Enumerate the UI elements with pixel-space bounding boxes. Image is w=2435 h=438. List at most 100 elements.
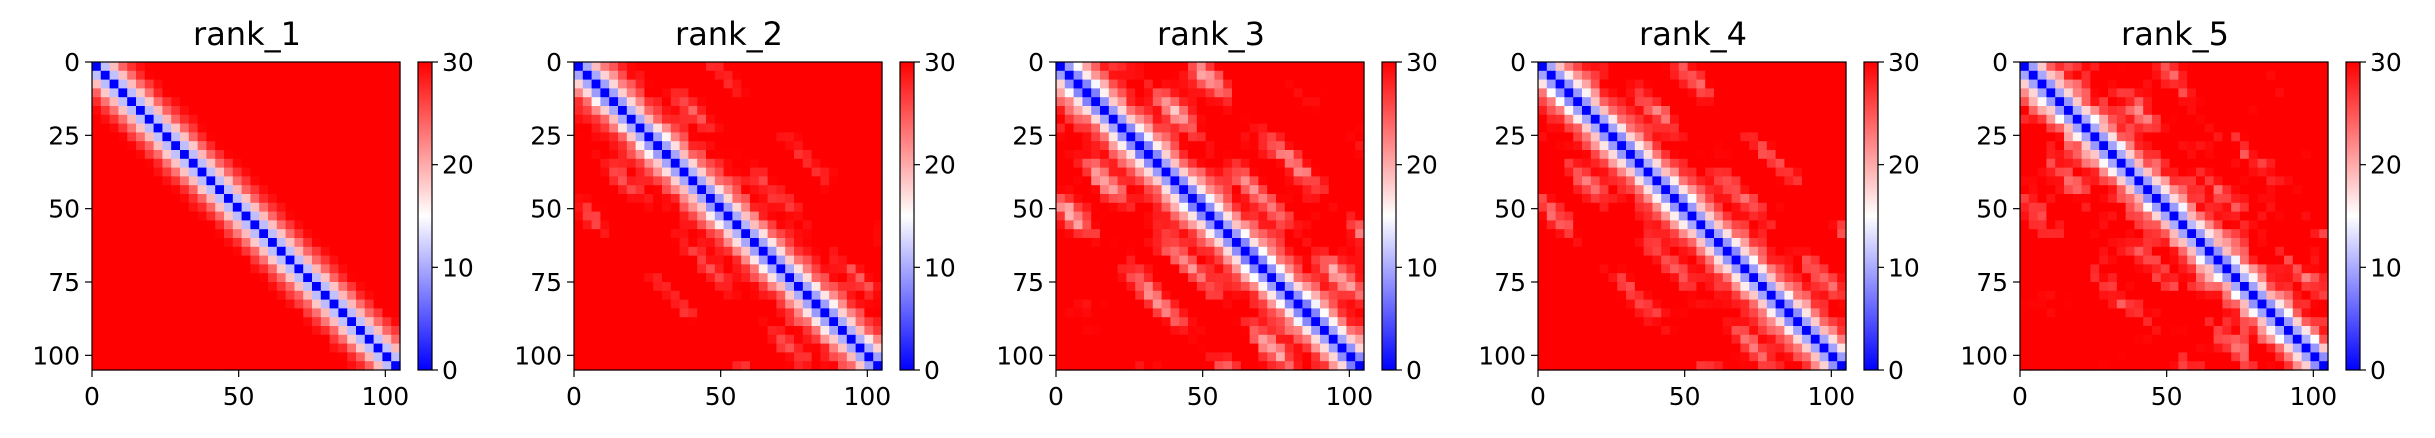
heatmap-cell <box>618 114 628 125</box>
heatmap-cell <box>1073 202 1083 213</box>
heatmap-cell <box>1126 176 1136 186</box>
heatmap-cell <box>794 202 804 213</box>
heatmap-cell <box>1555 352 1565 362</box>
heatmap-cell <box>864 194 874 204</box>
heatmap-cell <box>153 308 163 318</box>
heatmap-cell <box>303 326 313 336</box>
heatmap-cell <box>1232 282 1242 292</box>
heatmap-cell <box>1337 97 1347 107</box>
heatmap-cell <box>697 202 707 213</box>
heatmap-cell <box>1346 326 1356 336</box>
heatmap-cell <box>1678 106 1689 116</box>
heatmap-cell <box>1152 88 1163 98</box>
heatmap-cell <box>635 141 645 151</box>
heatmap-cell <box>626 106 637 116</box>
heatmap-cell <box>1232 141 1242 151</box>
heatmap-cell <box>662 62 672 72</box>
heatmap-cell <box>1196 238 1207 248</box>
heatmap-cell <box>232 352 243 362</box>
heatmap-cell <box>574 141 584 151</box>
heatmap-cell <box>1320 290 1330 301</box>
heatmap-cell <box>127 167 137 177</box>
heatmap-cell <box>1073 211 1083 221</box>
heatmap-cell <box>855 326 865 336</box>
heatmap-cell <box>347 70 357 81</box>
heatmap-cell <box>1302 308 1312 318</box>
heatmap-cell <box>1302 194 1312 204</box>
heatmap-cell <box>241 202 251 213</box>
heatmap-cell <box>118 238 128 248</box>
heatmap-cell <box>1793 220 1803 230</box>
heatmap-cell <box>118 106 128 116</box>
heatmap-cell <box>382 176 392 186</box>
heatmap-cell <box>1073 114 1083 125</box>
heatmap-cell <box>232 220 243 230</box>
heatmap-cell <box>1346 282 1356 292</box>
heatmap-cell <box>1678 185 1689 195</box>
plot-frame <box>573 61 883 371</box>
heatmap-cell <box>1828 361 1838 371</box>
heatmap-cell <box>1626 308 1636 318</box>
heatmap-cell <box>873 326 883 336</box>
heatmap-cell <box>846 158 857 169</box>
heatmap-cell <box>1161 343 1171 353</box>
heatmap-cell <box>838 317 848 327</box>
heatmap-cell <box>1819 176 1829 186</box>
heatmap-cell <box>829 299 839 309</box>
heatmap-cell <box>259 194 269 204</box>
heatmap-cell <box>1687 150 1697 160</box>
heatmap-cell <box>1652 299 1662 309</box>
heatmap-cell <box>1819 62 1829 72</box>
heatmap-cell <box>391 264 401 274</box>
heatmap-cell <box>391 167 401 177</box>
heatmap-cell <box>1144 290 1154 301</box>
heatmap-cell <box>1170 308 1180 318</box>
heatmap-cell <box>1311 273 1321 283</box>
heatmap-cell <box>1740 176 1750 186</box>
heatmap-cell <box>1582 326 1592 336</box>
heatmap-cell <box>776 317 786 327</box>
heatmap-cell <box>338 334 348 345</box>
heatmap-cell <box>1073 255 1083 265</box>
y-tick-label: 50 <box>1012 195 1044 224</box>
heatmap-cell <box>1179 167 1189 177</box>
heatmap-cell <box>864 79 874 89</box>
heatmap-cell <box>171 185 181 195</box>
y-tick-label: 75 <box>1012 268 1044 297</box>
heatmap-cell <box>1599 255 1609 265</box>
heatmap-cell <box>873 176 883 186</box>
heatmap-cell <box>285 70 295 81</box>
heatmap-cell <box>820 246 830 257</box>
heatmap-cell <box>1196 282 1207 292</box>
heatmap-cell <box>1179 194 1189 204</box>
heatmap-cell <box>1091 70 1101 81</box>
heatmap-cell <box>391 141 401 151</box>
heatmap-cell <box>1722 308 1733 318</box>
heatmap-cell <box>1758 334 1768 345</box>
y-tick-label: 25 <box>1012 121 1044 150</box>
heatmap-cell <box>1135 150 1145 160</box>
heatmap-cell <box>364 334 375 345</box>
heatmap-cell <box>1784 308 1794 318</box>
heatmap-cell <box>294 114 304 125</box>
heatmap-cell <box>356 246 366 257</box>
heatmap-cell <box>1608 106 1618 116</box>
heatmap-cell <box>1082 282 1092 292</box>
heatmap-cell <box>100 326 111 336</box>
heatmap-cell <box>864 290 874 301</box>
heatmap-cell <box>127 194 137 204</box>
heatmap-cell <box>635 326 645 336</box>
heatmap-cell <box>1276 229 1286 239</box>
heatmap-cell <box>1573 290 1583 301</box>
heatmap-cell <box>347 123 357 133</box>
heatmap-cell <box>1538 246 1548 257</box>
heatmap-cell <box>1161 255 1171 265</box>
heatmap-cell <box>1232 167 1242 177</box>
heatmap-cell <box>1320 176 1330 186</box>
heatmap-cell <box>250 220 260 230</box>
heatmap-cell <box>1328 361 1339 371</box>
heatmap-cell <box>1170 238 1180 248</box>
heatmap-cell <box>100 273 111 283</box>
heatmap-cell <box>303 176 313 186</box>
heatmap-cell <box>758 273 769 283</box>
